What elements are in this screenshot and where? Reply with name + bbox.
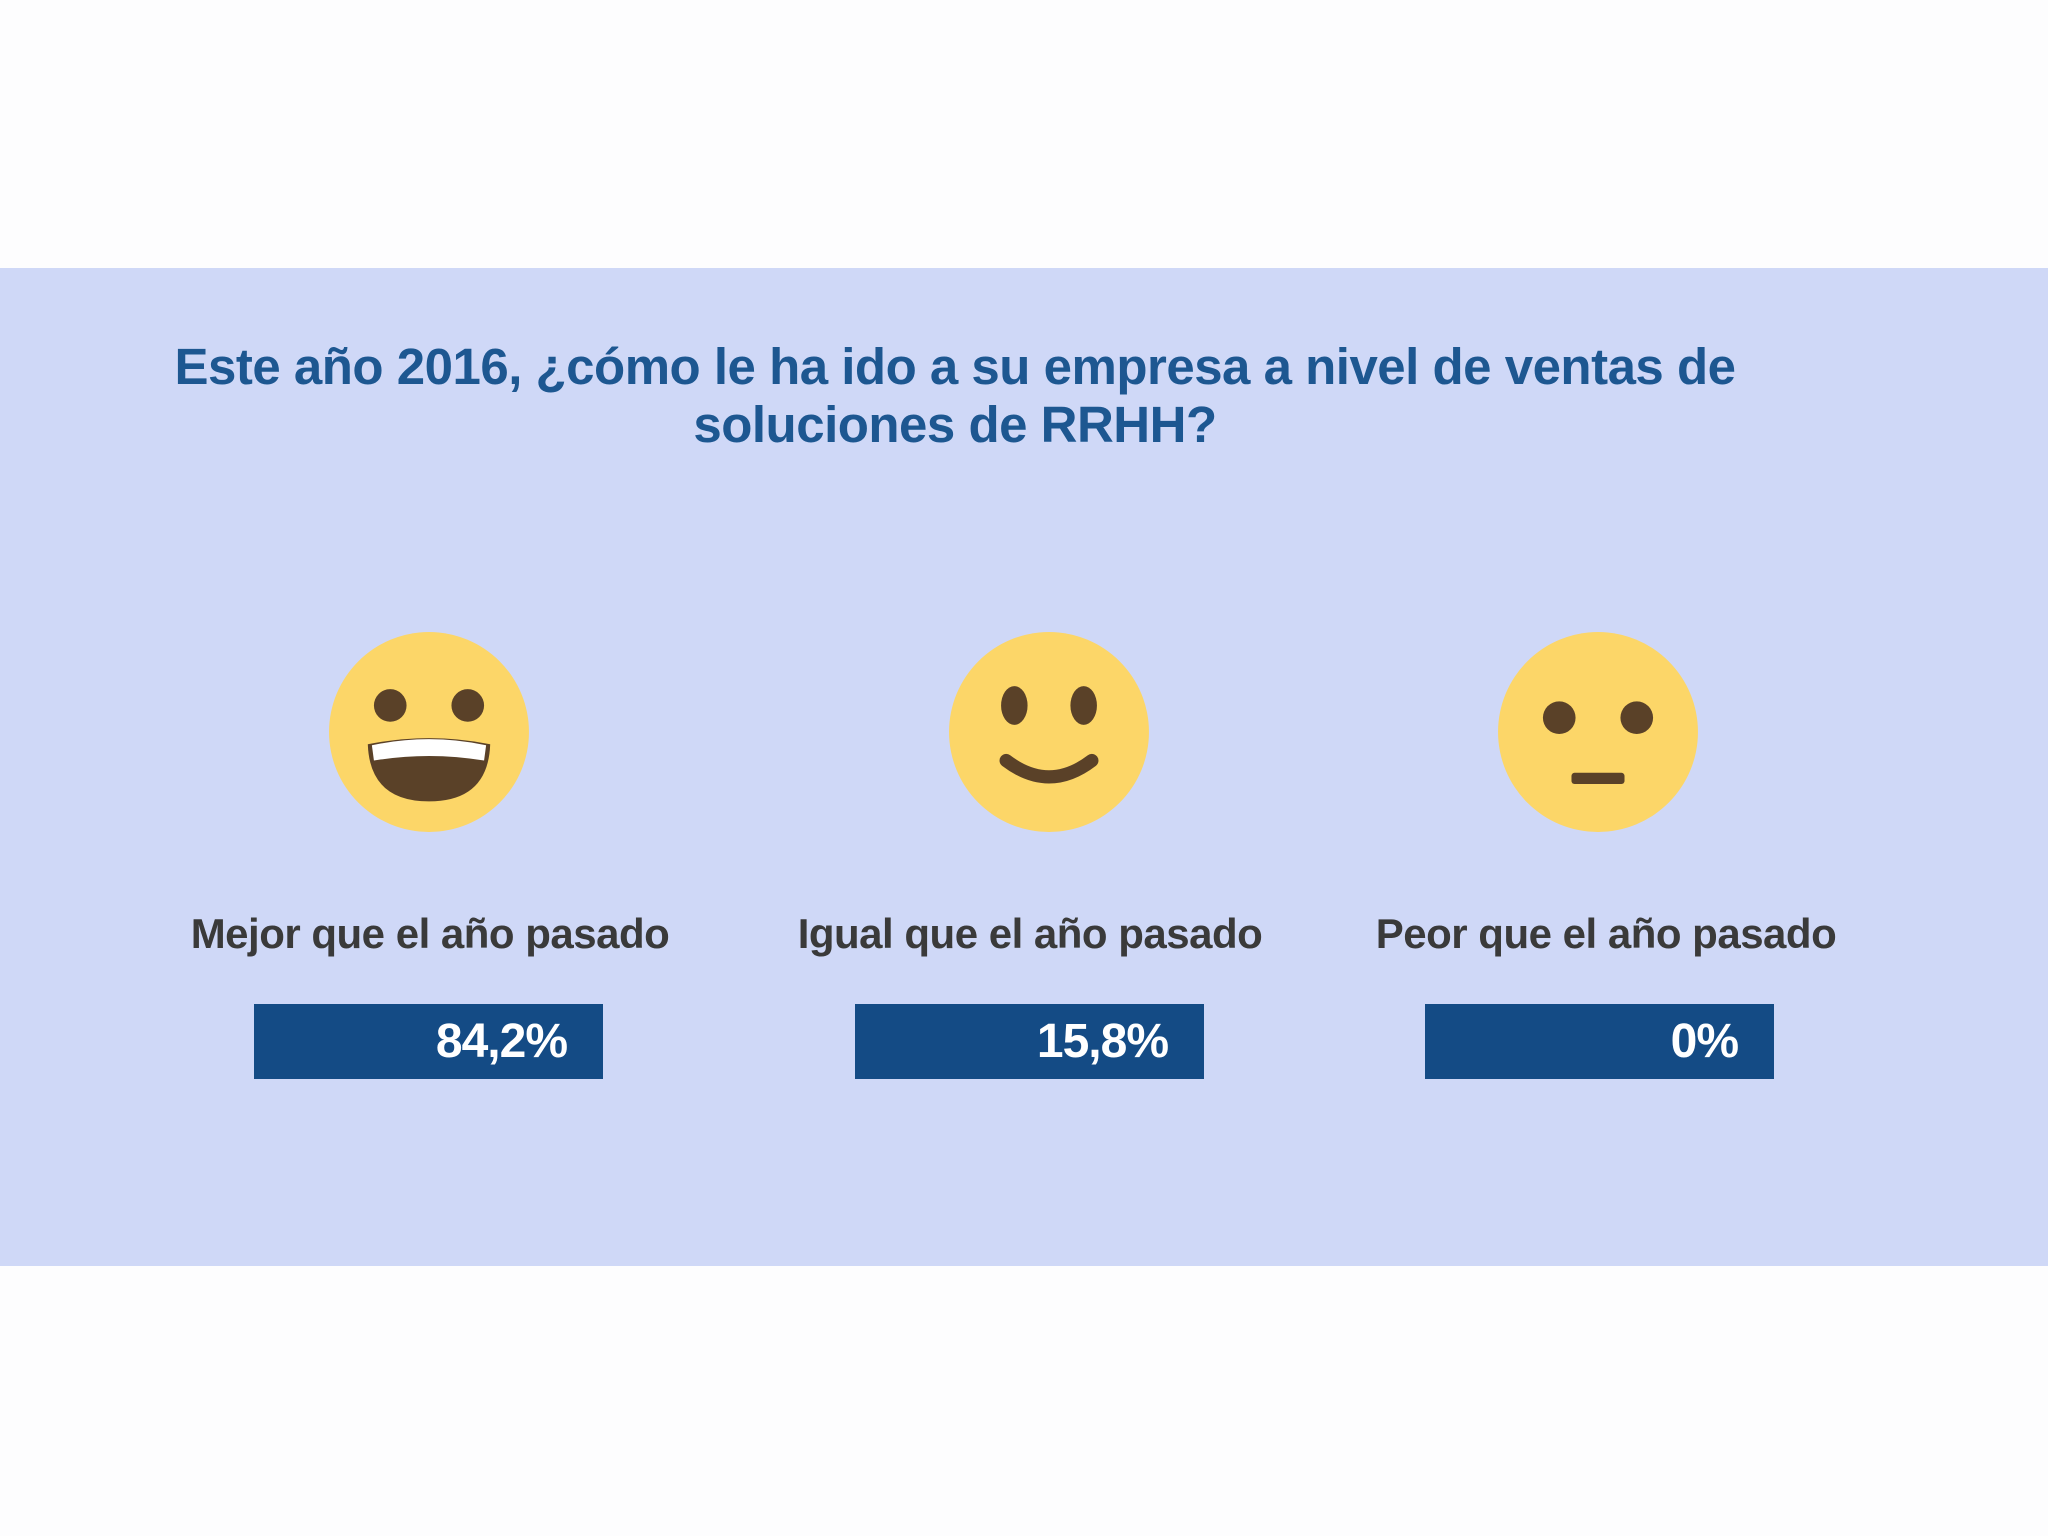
percentage-value: 15,8%	[1036, 1015, 1169, 1068]
survey-question-title: Este año 2016, ¿cómo le ha ido a su empr…	[150, 338, 1760, 454]
percentage-value: 84,2%	[435, 1015, 568, 1068]
option-better: Mejor que el año pasado 84,2%	[130, 630, 730, 1090]
option-label: Igual que el año pasado	[797, 910, 1263, 957]
option-same: Igual que el año pasado 15,8%	[730, 630, 1330, 1090]
title-line-1: Este año 2016, ¿cómo le ha ido a su empr…	[174, 338, 1736, 395]
neutral-face-icon	[1496, 630, 1700, 834]
option-label: Peor que el año pasado	[1375, 910, 1837, 957]
option-worse: Peor que el año pasado 0%	[1306, 630, 1906, 1090]
percentage-bar: 15,8%	[855, 1004, 1204, 1079]
percentage-bar: 84,2%	[254, 1004, 603, 1079]
title-line-2: soluciones de RRHH?	[693, 396, 1217, 453]
grinning-face-icon	[327, 630, 531, 834]
slightly-smiling-face-icon	[947, 630, 1151, 834]
percentage-bar: 0%	[1425, 1004, 1774, 1079]
percentage-value: 0%	[1670, 1015, 1739, 1068]
option-label: Mejor que el año pasado	[190, 910, 670, 957]
